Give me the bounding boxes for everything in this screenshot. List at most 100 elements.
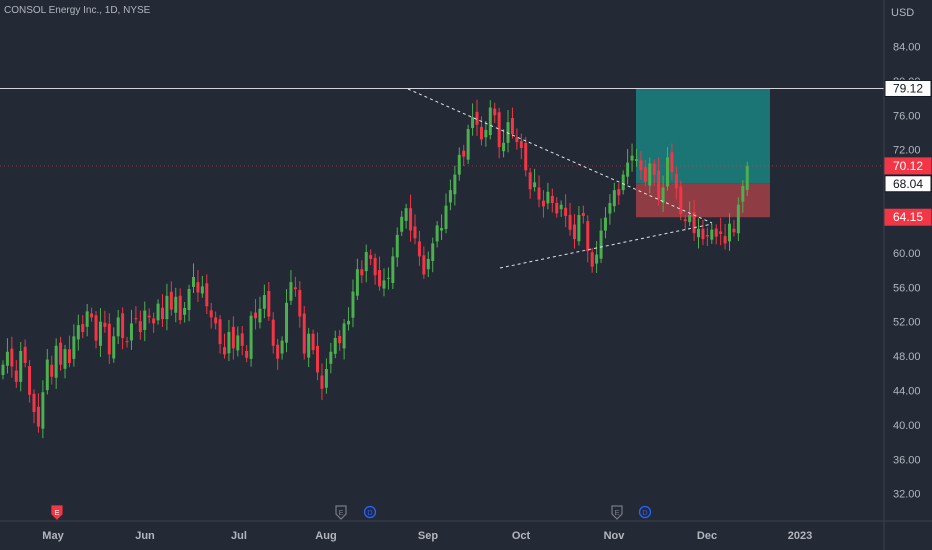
candle-body (85, 311, 89, 327)
candle-body (121, 313, 125, 339)
candle-body (271, 319, 275, 346)
candle-body (245, 350, 249, 358)
candle (187, 284, 191, 322)
candle (471, 103, 475, 136)
candle (457, 147, 461, 181)
candle-body (76, 325, 80, 340)
candle-body (223, 347, 226, 355)
time-tick-label: Sep (418, 530, 438, 542)
candle-body (360, 269, 364, 276)
candle (121, 307, 125, 350)
candle-body (612, 190, 616, 207)
candle-body (54, 345, 58, 378)
candle-body (81, 324, 85, 333)
candle-body (103, 322, 107, 327)
candle-body (254, 312, 258, 319)
candle (54, 338, 58, 389)
candle-body (736, 204, 740, 234)
marker-shape (51, 505, 63, 520)
dividend-marker-icon[interactable]: D (363, 505, 377, 519)
time-tick-label: Nov (604, 530, 626, 542)
candle (351, 279, 355, 328)
candle-body (116, 317, 120, 337)
triangle-lower-trendline[interactable] (499, 223, 713, 269)
marker-symbol: D (367, 508, 373, 517)
earnings-marker-icon[interactable]: E (51, 505, 63, 520)
candle (572, 214, 576, 249)
candle-body (187, 289, 191, 311)
marker-symbol: E (54, 508, 59, 517)
price-tick-label: 56.00 (893, 282, 921, 294)
earnings-marker-icon[interactable]: E (335, 505, 347, 520)
candle-body (453, 174, 457, 195)
candle-body (5, 351, 9, 366)
candle (293, 276, 297, 297)
candle-body (572, 224, 576, 240)
dividend-marker-icon[interactable]: D (638, 505, 652, 519)
candle (502, 129, 506, 158)
candle (50, 355, 54, 385)
candle-body (568, 214, 572, 230)
candle-body (409, 208, 413, 231)
candle (697, 218, 701, 249)
candle-body (90, 313, 94, 318)
candle (45, 349, 49, 395)
candle (254, 298, 258, 330)
candle (426, 251, 430, 277)
candle-body (541, 200, 545, 207)
candle (147, 308, 151, 324)
candle-body (701, 228, 705, 240)
candle (209, 302, 213, 329)
candle-body (298, 290, 302, 317)
candle-body (728, 223, 732, 242)
candle-body (129, 323, 133, 341)
candle (169, 281, 173, 316)
candle-body (391, 256, 395, 283)
candle-body (165, 295, 169, 320)
candle (484, 120, 488, 147)
candle-body (28, 366, 32, 395)
candle (586, 215, 590, 263)
candle-body (661, 187, 665, 203)
time-tick-label: Jul (231, 530, 247, 542)
candle-body (147, 315, 151, 318)
candle (28, 360, 32, 403)
candle (156, 299, 160, 325)
chart-title: CONSOL Energy Inc., 1D, NYSE (4, 5, 151, 16)
candle-body (528, 172, 532, 190)
candle-body (156, 303, 160, 321)
candle (652, 159, 656, 186)
candle (302, 306, 306, 360)
candle-body (285, 302, 289, 343)
candle (409, 194, 413, 242)
candle-body (630, 155, 634, 161)
candle-body (564, 207, 568, 216)
candle-body (471, 117, 475, 129)
candle (435, 221, 439, 248)
candle-body (666, 157, 669, 187)
candle (320, 363, 324, 400)
candle (497, 107, 501, 159)
earnings-marker-icon[interactable]: E (611, 505, 623, 520)
candle-body (524, 142, 528, 171)
candle-body (515, 137, 519, 142)
candle-body (395, 234, 399, 258)
candle-body (657, 170, 661, 200)
triangle-upper-trendline[interactable] (407, 88, 713, 224)
candle (338, 330, 342, 351)
price-tick-label: 40.00 (893, 420, 921, 432)
candle-body (262, 295, 266, 309)
candle (94, 311, 98, 349)
price-badge-text: 64.15 (893, 210, 923, 224)
candle-body (152, 318, 156, 324)
candle (267, 281, 271, 321)
candle-body (404, 208, 408, 221)
candle (369, 249, 373, 265)
candle (400, 210, 404, 237)
candle-body (214, 317, 218, 324)
marker-symbol: E (614, 508, 619, 517)
target-zone[interactable] (636, 88, 770, 184)
candle-body (431, 243, 435, 261)
stop-loss-zone[interactable] (636, 183, 770, 218)
